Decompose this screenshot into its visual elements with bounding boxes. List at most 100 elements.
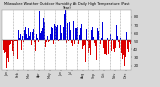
Bar: [94, 40, 95, 43]
Bar: [5, 40, 6, 52]
Bar: [12, 40, 13, 51]
Bar: [79, 35, 80, 40]
Bar: [49, 40, 50, 41]
Bar: [113, 40, 114, 49]
Bar: [48, 40, 49, 42]
Bar: [38, 40, 39, 42]
Bar: [124, 40, 125, 66]
Bar: [106, 40, 107, 55]
Bar: [98, 31, 99, 40]
Bar: [55, 26, 56, 40]
Bar: [20, 34, 21, 40]
Bar: [8, 40, 9, 62]
Bar: [69, 22, 70, 40]
Bar: [125, 40, 126, 51]
Bar: [42, 28, 43, 40]
Bar: [17, 40, 18, 59]
Bar: [103, 40, 104, 48]
Bar: [28, 28, 29, 40]
Bar: [9, 40, 10, 45]
Bar: [108, 40, 109, 54]
Bar: [122, 40, 123, 59]
Bar: [45, 40, 46, 47]
Bar: [67, 23, 68, 40]
Bar: [89, 40, 90, 48]
Bar: [65, 24, 66, 40]
Bar: [104, 40, 105, 54]
Bar: [25, 27, 26, 40]
Bar: [118, 40, 119, 42]
Bar: [88, 40, 89, 54]
Bar: [30, 32, 31, 40]
Bar: [120, 40, 121, 51]
Bar: [58, 40, 59, 41]
Bar: [73, 21, 74, 40]
Bar: [41, 31, 42, 40]
Bar: [47, 36, 48, 40]
Bar: [96, 40, 97, 60]
Bar: [40, 33, 41, 40]
Bar: [123, 40, 124, 55]
Bar: [119, 40, 120, 60]
Bar: [3, 40, 4, 50]
Bar: [76, 22, 77, 40]
Bar: [84, 40, 85, 45]
Bar: [78, 40, 79, 44]
Bar: [114, 40, 115, 52]
Bar: [35, 40, 36, 51]
Bar: [101, 38, 102, 40]
Bar: [11, 40, 12, 41]
Bar: [86, 29, 87, 40]
Bar: [75, 28, 76, 40]
Bar: [127, 40, 128, 49]
Bar: [21, 40, 22, 50]
Bar: [116, 25, 117, 40]
Bar: [50, 34, 51, 40]
Bar: [26, 34, 27, 40]
Bar: [29, 36, 30, 40]
Bar: [15, 40, 16, 58]
Bar: [13, 40, 14, 56]
Bar: [68, 40, 69, 41]
Bar: [80, 28, 81, 40]
Bar: [23, 40, 24, 42]
Bar: [63, 27, 64, 40]
Bar: [10, 40, 11, 44]
Bar: [117, 36, 118, 40]
Bar: [18, 30, 19, 40]
Bar: [52, 28, 53, 40]
Bar: [115, 40, 116, 48]
Bar: [36, 34, 37, 40]
Bar: [37, 38, 38, 40]
Bar: [112, 39, 113, 40]
Bar: [109, 40, 110, 41]
Bar: [70, 40, 71, 46]
Bar: [102, 22, 103, 40]
Bar: [16, 40, 17, 44]
Bar: [44, 22, 45, 40]
Bar: [130, 40, 131, 49]
Bar: [74, 40, 75, 44]
Bar: [97, 28, 98, 40]
Bar: [82, 40, 83, 49]
Bar: [107, 38, 108, 40]
Bar: [51, 27, 52, 40]
Bar: [14, 40, 15, 41]
Bar: [95, 40, 96, 46]
Bar: [43, 40, 44, 45]
Bar: [111, 40, 112, 51]
Bar: [91, 30, 92, 40]
Bar: [81, 24, 82, 40]
Bar: [7, 40, 8, 58]
Bar: [61, 33, 62, 40]
Bar: [126, 32, 127, 40]
Bar: [33, 29, 34, 40]
Bar: [60, 21, 61, 40]
Bar: [22, 36, 23, 40]
Bar: [100, 40, 101, 44]
Bar: [54, 24, 55, 40]
Bar: [53, 40, 54, 44]
Bar: [4, 40, 5, 53]
Bar: [27, 38, 28, 40]
Bar: [121, 40, 122, 53]
